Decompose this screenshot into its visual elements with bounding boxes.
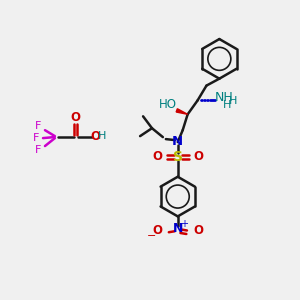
Text: N: N [172, 222, 183, 235]
Text: NH: NH [215, 91, 234, 104]
Text: H: H [223, 100, 232, 110]
Text: −: − [147, 231, 157, 241]
Text: N: N [172, 135, 183, 148]
Text: S: S [173, 150, 183, 164]
Text: O: O [71, 111, 81, 124]
Text: F: F [33, 133, 39, 143]
Text: O: O [91, 130, 100, 142]
Text: O: O [152, 150, 162, 164]
Text: H: H [229, 97, 237, 106]
Text: F: F [35, 121, 41, 131]
Polygon shape [176, 109, 188, 114]
Text: O: O [194, 224, 203, 237]
Text: H: H [98, 131, 106, 141]
Text: F: F [35, 145, 41, 155]
Text: O: O [194, 150, 203, 164]
Text: HO: HO [159, 98, 177, 111]
Text: +: + [180, 219, 188, 229]
Text: O: O [152, 224, 162, 237]
